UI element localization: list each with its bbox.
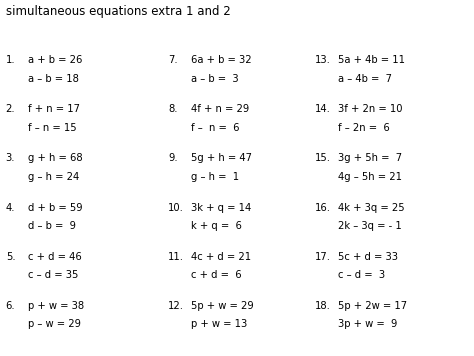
Text: c – d = 35: c – d = 35 bbox=[28, 270, 79, 280]
Text: 3p + w =  9: 3p + w = 9 bbox=[338, 319, 397, 329]
Text: a + b = 26: a + b = 26 bbox=[28, 55, 83, 65]
Text: 8.: 8. bbox=[168, 104, 178, 114]
Text: g + h = 68: g + h = 68 bbox=[28, 153, 83, 163]
Text: 6a + b = 32: 6a + b = 32 bbox=[191, 55, 252, 65]
Text: 14.: 14. bbox=[315, 104, 331, 114]
Text: 16.: 16. bbox=[315, 203, 331, 213]
Text: k + q =  6: k + q = 6 bbox=[191, 221, 242, 231]
Text: 5p + 2w = 17: 5p + 2w = 17 bbox=[338, 301, 407, 311]
Text: 7.: 7. bbox=[168, 55, 178, 65]
Text: 5p + w = 29: 5p + w = 29 bbox=[191, 301, 254, 311]
Text: 13.: 13. bbox=[315, 55, 331, 65]
Text: c + d = 46: c + d = 46 bbox=[28, 252, 82, 262]
Text: 5c + d = 33: 5c + d = 33 bbox=[338, 252, 398, 262]
Text: f – n = 15: f – n = 15 bbox=[28, 123, 77, 133]
Text: c + d =  6: c + d = 6 bbox=[191, 270, 242, 280]
Text: 4g – 5h = 21: 4g – 5h = 21 bbox=[338, 172, 402, 182]
Text: 2k – 3q = - 1: 2k – 3q = - 1 bbox=[338, 221, 401, 231]
Text: 4c + d = 21: 4c + d = 21 bbox=[191, 252, 251, 262]
Text: 6.: 6. bbox=[6, 301, 15, 311]
Text: g – h = 24: g – h = 24 bbox=[28, 172, 80, 182]
Text: 15.: 15. bbox=[315, 153, 331, 163]
Text: 9.: 9. bbox=[168, 153, 178, 163]
Text: f –  n =  6: f – n = 6 bbox=[191, 123, 239, 133]
Text: 17.: 17. bbox=[315, 252, 331, 262]
Text: 10.: 10. bbox=[168, 203, 184, 213]
Text: 4k + 3q = 25: 4k + 3q = 25 bbox=[338, 203, 405, 213]
Text: 12.: 12. bbox=[168, 301, 184, 311]
Text: f + n = 17: f + n = 17 bbox=[28, 104, 81, 114]
Text: 3f + 2n = 10: 3f + 2n = 10 bbox=[338, 104, 402, 114]
Text: 4.: 4. bbox=[6, 203, 15, 213]
Text: simultaneous equations extra 1 and 2: simultaneous equations extra 1 and 2 bbox=[6, 5, 230, 19]
Text: 18.: 18. bbox=[315, 301, 331, 311]
Text: 11.: 11. bbox=[168, 252, 184, 262]
Text: 4f + n = 29: 4f + n = 29 bbox=[191, 104, 249, 114]
Text: 2.: 2. bbox=[6, 104, 15, 114]
Text: a – b = 18: a – b = 18 bbox=[28, 74, 79, 84]
Text: g – h =  1: g – h = 1 bbox=[191, 172, 239, 182]
Text: p – w = 29: p – w = 29 bbox=[28, 319, 82, 329]
Text: 5a + 4b = 11: 5a + 4b = 11 bbox=[338, 55, 405, 65]
Text: d – b =  9: d – b = 9 bbox=[28, 221, 76, 231]
Text: p + w = 13: p + w = 13 bbox=[191, 319, 247, 329]
Text: 3g + 5h =  7: 3g + 5h = 7 bbox=[338, 153, 402, 163]
Text: a – b =  3: a – b = 3 bbox=[191, 74, 238, 84]
Text: 3.: 3. bbox=[6, 153, 15, 163]
Text: a – 4b =  7: a – 4b = 7 bbox=[338, 74, 392, 84]
Text: 5.: 5. bbox=[6, 252, 15, 262]
Text: 5g + h = 47: 5g + h = 47 bbox=[191, 153, 252, 163]
Text: f – 2n =  6: f – 2n = 6 bbox=[338, 123, 390, 133]
Text: d + b = 59: d + b = 59 bbox=[28, 203, 83, 213]
Text: 3k + q = 14: 3k + q = 14 bbox=[191, 203, 251, 213]
Text: 1.: 1. bbox=[6, 55, 15, 65]
Text: p + w = 38: p + w = 38 bbox=[28, 301, 84, 311]
Text: c – d =  3: c – d = 3 bbox=[338, 270, 385, 280]
